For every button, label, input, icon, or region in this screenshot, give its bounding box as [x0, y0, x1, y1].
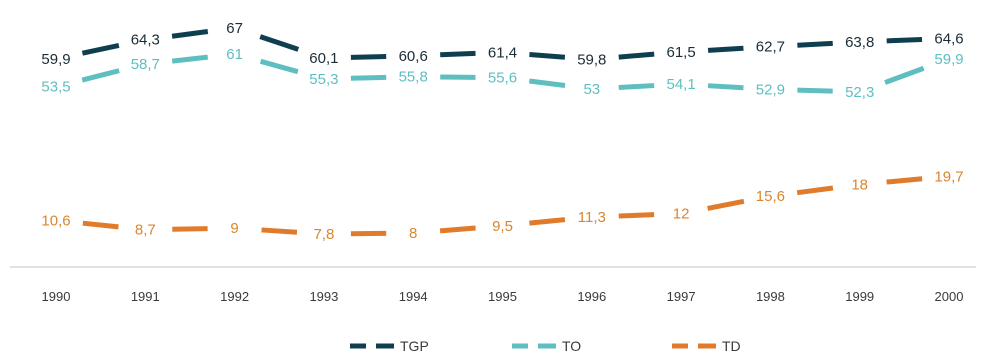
series-segment [886, 36, 923, 44]
series-segment [350, 74, 387, 81]
series-segment [171, 29, 209, 39]
x-tick-label: 1991 [131, 289, 160, 304]
series-segment [529, 51, 566, 60]
legend-label: TGP [400, 338, 429, 354]
data-label: 64,6 [934, 30, 963, 47]
x-tick-label: 1999 [845, 289, 874, 304]
x-tick-label: 1994 [399, 289, 428, 304]
data-label: 62,7 [756, 39, 785, 56]
series-segment [707, 83, 744, 91]
series-segment [81, 42, 120, 56]
series-segment [886, 176, 923, 185]
series-td: 10,6 8,7 9 7,8 8 9,5 11,3 12 15,6 18 19,7 [41, 168, 963, 243]
series-segment [261, 227, 298, 235]
x-tick-label: 1995 [488, 289, 517, 304]
data-label: 55,6 [488, 70, 517, 87]
data-label: 53 [583, 81, 600, 98]
data-label: 10,6 [41, 212, 70, 229]
series-segment [171, 54, 209, 64]
data-label: 55,3 [309, 71, 338, 88]
data-label: 60,1 [309, 50, 338, 67]
legend-item-td: TD [672, 338, 741, 354]
data-label: 61,5 [666, 44, 695, 61]
data-label: 52,3 [845, 84, 874, 101]
data-label: 8,7 [135, 222, 156, 239]
series-segment [350, 53, 387, 60]
series-segment [797, 87, 833, 94]
series-segment [528, 78, 566, 88]
data-label: 59,9 [41, 51, 70, 68]
data-label: 18 [851, 177, 868, 194]
data-label: 53,5 [41, 79, 70, 96]
data-label: 58,7 [131, 56, 160, 73]
x-tick-label: 1996 [577, 289, 606, 304]
data-label: 12 [673, 206, 690, 223]
series-segment [618, 83, 655, 90]
data-label: 19,7 [934, 168, 963, 185]
series-segment [796, 185, 834, 196]
data-label: 8 [409, 225, 417, 242]
data-label: 67 [226, 20, 243, 37]
series-segment [82, 220, 119, 230]
series-segment [618, 212, 655, 219]
data-label: 7,8 [313, 226, 334, 243]
series-segment [797, 40, 833, 48]
series-tgp: 59,9 64,3 67 60,1 60,6 61,4 59,8 61,5 62,7 63,8 64… [41, 20, 963, 68]
data-label: 9,5 [492, 218, 513, 235]
legend-label: TD [722, 338, 741, 354]
data-label: 61 [226, 46, 243, 63]
series-segment [618, 51, 655, 60]
x-tick-label: 1993 [309, 289, 338, 304]
x-tick-label: 2000 [935, 289, 964, 304]
data-label: 61,4 [488, 44, 517, 61]
series-segment [884, 65, 925, 85]
legend-label: TO [562, 338, 581, 354]
data-label: 55,8 [399, 69, 428, 86]
series-segment [440, 50, 476, 58]
series-segment [439, 225, 476, 234]
series-segment [259, 34, 300, 52]
series-segment [707, 198, 745, 211]
series-segment [529, 217, 566, 226]
data-label: 52,9 [756, 81, 785, 98]
series-segment [81, 68, 120, 83]
x-tick-label: 1997 [667, 289, 696, 304]
data-label: 15,6 [756, 188, 785, 205]
series-segment [172, 226, 208, 232]
legend-item-to: TO [512, 338, 581, 354]
x-tick-label: 1998 [756, 289, 785, 304]
legend-item-tgp: TGP [350, 338, 429, 354]
series-segment [259, 58, 299, 75]
series-to: 53,5 58,7 61 55,3 55,8 55,6 53 54,1 52,9 52,3 59,9 [41, 46, 963, 101]
data-label: 59,9 [934, 51, 963, 68]
data-label: 63,8 [845, 34, 874, 51]
data-label: 54,1 [666, 76, 695, 93]
data-label: 59,8 [577, 51, 606, 68]
data-label: 64,3 [131, 32, 160, 49]
x-tick-label: 1992 [220, 289, 249, 304]
data-label: 9 [230, 220, 238, 237]
data-label: 11,3 [578, 209, 606, 226]
series-segment [707, 45, 744, 53]
x-tick-label: 1990 [42, 289, 71, 304]
data-label: 60,6 [399, 48, 428, 65]
